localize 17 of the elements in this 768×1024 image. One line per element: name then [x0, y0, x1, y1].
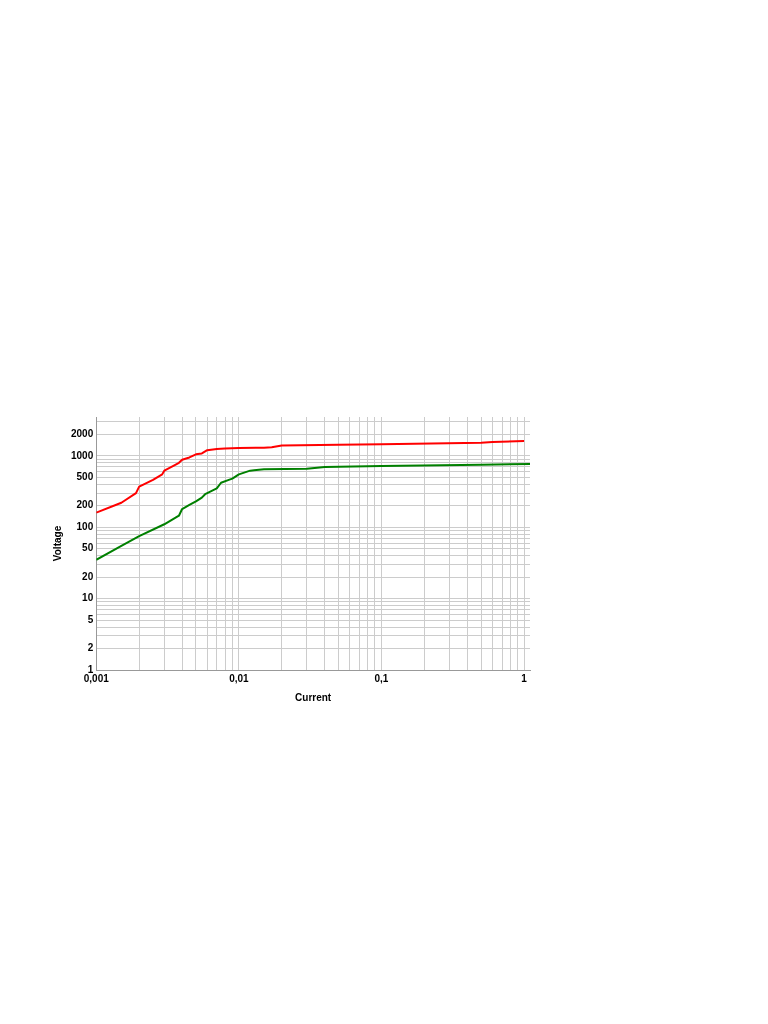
- x-axis-title: Current: [295, 691, 332, 703]
- y-tick-label: 20: [82, 570, 94, 582]
- y-tick-label: 1: [87, 663, 94, 675]
- y-tick-label: 100: [76, 520, 94, 532]
- x-tick-label: 0,1: [374, 672, 389, 684]
- y-tick-label: 500: [76, 471, 94, 483]
- y-tick-label: 5: [87, 613, 94, 625]
- y-tick-label: 2000: [71, 428, 94, 440]
- x-tick-label: 1: [521, 672, 528, 684]
- y-tick-label: 1000: [71, 449, 94, 461]
- y-axis-title: Voltage: [51, 525, 63, 562]
- x-tick-label: 0,001: [83, 672, 110, 684]
- x-tick-label: 0,01: [229, 672, 250, 684]
- y-tick-label: 10: [82, 592, 94, 604]
- y-tick-label: 50: [82, 542, 94, 554]
- y-tick-label: 2: [87, 642, 94, 654]
- y-tick-label: 200: [76, 499, 94, 511]
